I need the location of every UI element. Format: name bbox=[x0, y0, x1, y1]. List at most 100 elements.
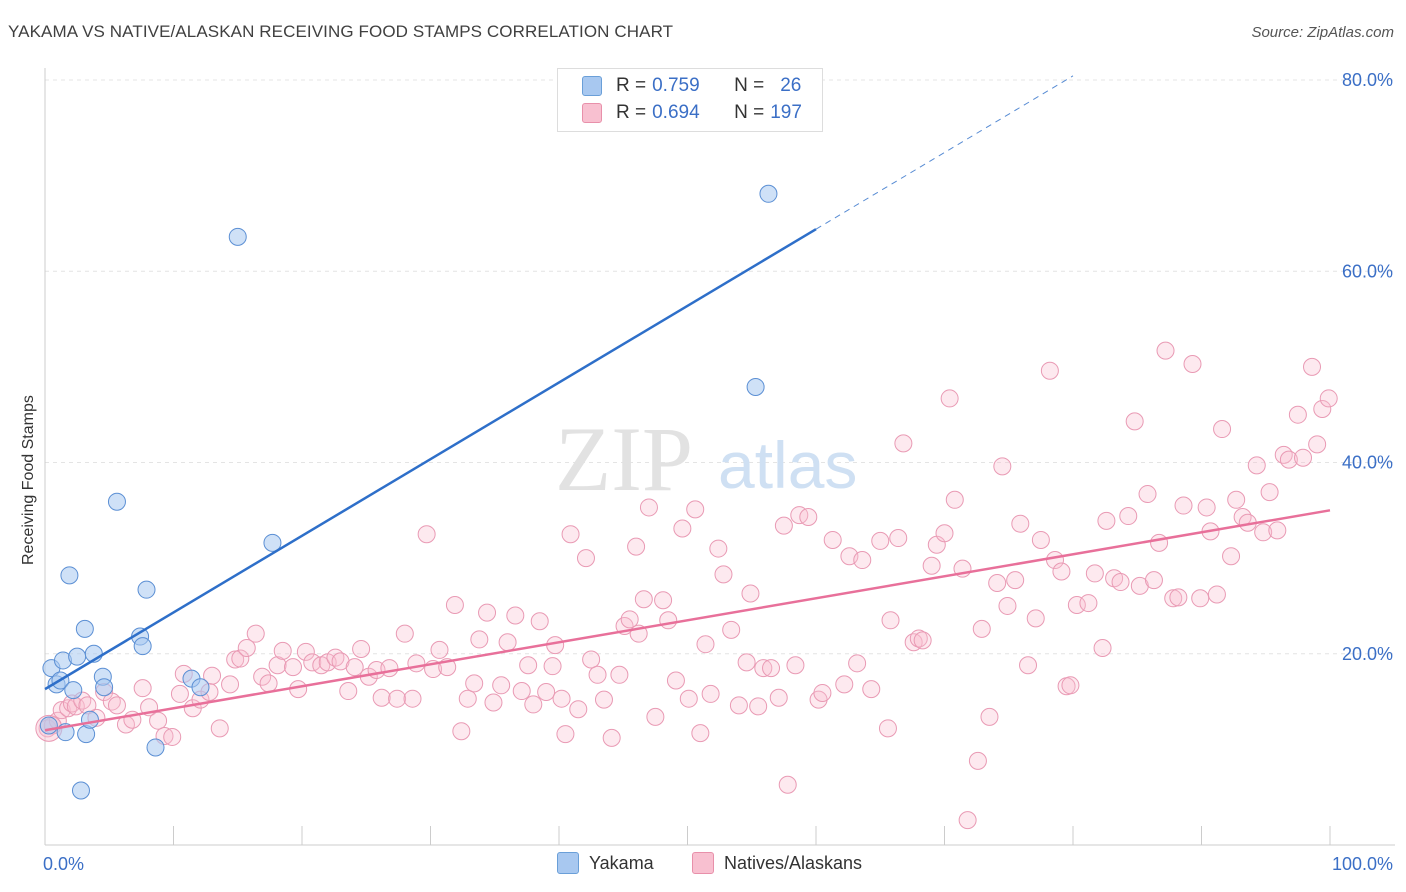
yakama-point bbox=[228, 227, 247, 246]
natives-point bbox=[679, 689, 698, 708]
natives-point bbox=[1119, 507, 1138, 526]
natives-point bbox=[673, 519, 692, 538]
yakama-swatch bbox=[582, 76, 602, 96]
natives-point bbox=[790, 506, 809, 525]
natives-point bbox=[470, 630, 489, 649]
natives-point bbox=[940, 389, 959, 408]
natives-point bbox=[492, 676, 511, 695]
natives-point bbox=[407, 654, 426, 673]
natives-point bbox=[972, 619, 991, 638]
natives-point bbox=[259, 674, 278, 693]
natives-swatch bbox=[692, 852, 714, 874]
natives-point bbox=[774, 516, 793, 535]
source-label: Source: ZipAtlas.com bbox=[1251, 24, 1394, 41]
natives-point bbox=[458, 689, 477, 708]
natives-point bbox=[237, 639, 256, 658]
natives-swatch bbox=[582, 103, 602, 123]
natives-point bbox=[737, 653, 756, 672]
yakama-point bbox=[68, 647, 87, 666]
natives-point bbox=[769, 688, 788, 707]
natives-point bbox=[686, 500, 705, 519]
natives-point bbox=[1183, 355, 1202, 374]
natives-point bbox=[1207, 585, 1226, 604]
natives-point bbox=[691, 724, 710, 743]
natives-point bbox=[1274, 445, 1293, 464]
natives-point bbox=[1085, 564, 1104, 583]
natives-point bbox=[881, 611, 900, 630]
natives-point bbox=[1052, 562, 1071, 581]
yakama-point bbox=[191, 678, 210, 697]
natives-point bbox=[1111, 573, 1130, 592]
natives-point bbox=[221, 675, 240, 694]
n-value: 197 bbox=[770, 102, 802, 123]
natives-point bbox=[253, 667, 272, 686]
yakama-point bbox=[60, 566, 79, 585]
natives-point bbox=[778, 775, 797, 794]
natives-point bbox=[210, 719, 229, 738]
natives-point bbox=[403, 689, 422, 708]
natives-point bbox=[853, 551, 872, 570]
natives-point bbox=[1254, 523, 1273, 542]
natives-point bbox=[762, 659, 781, 678]
natives-point bbox=[1268, 521, 1287, 540]
natives-point bbox=[452, 722, 471, 741]
natives-point bbox=[296, 642, 315, 661]
tick-labels: 20.0% 40.0% 60.0% 80.0% 0.0% 100.0% bbox=[43, 70, 1393, 874]
natives-points bbox=[35, 341, 1338, 830]
natives-point bbox=[417, 525, 436, 544]
natives-point bbox=[878, 719, 897, 738]
natives-point bbox=[701, 684, 720, 703]
natives-label: Natives/Alaskans bbox=[724, 852, 863, 873]
natives-point bbox=[1279, 450, 1298, 469]
natives-point bbox=[714, 565, 733, 584]
natives-point bbox=[537, 683, 556, 701]
natives-point bbox=[945, 490, 964, 509]
yakama-point bbox=[71, 781, 90, 800]
natives-point bbox=[799, 508, 818, 527]
natives-point bbox=[696, 635, 715, 654]
natives-point bbox=[741, 584, 760, 603]
yakama-point bbox=[80, 710, 99, 729]
yakama-point bbox=[137, 580, 156, 599]
natives-point bbox=[729, 696, 748, 715]
natives-point bbox=[1294, 448, 1313, 467]
natives-point bbox=[889, 529, 908, 548]
trend-lines bbox=[44, 75, 1331, 732]
natives-point bbox=[543, 657, 562, 676]
natives-point bbox=[813, 683, 832, 702]
stats-legend: R = 0.759 N = 26 R = 0.694 N = 197 bbox=[557, 68, 823, 132]
natives-point bbox=[388, 689, 407, 708]
natives-point bbox=[620, 610, 639, 629]
yakama-point bbox=[75, 619, 94, 638]
natives-point bbox=[988, 573, 1007, 592]
natives-point bbox=[339, 682, 358, 701]
watermark: ZIP atlas bbox=[555, 408, 857, 510]
natives-point bbox=[913, 631, 932, 650]
yakama-point bbox=[146, 738, 165, 757]
natives-point bbox=[754, 659, 773, 678]
natives-point bbox=[1150, 533, 1169, 552]
natives-point bbox=[646, 707, 665, 726]
natives-point bbox=[666, 671, 685, 690]
natives-point bbox=[1040, 361, 1059, 380]
watermark-zip: ZIP bbox=[555, 408, 693, 510]
yakama-point bbox=[759, 184, 778, 203]
natives-point bbox=[722, 620, 741, 639]
natives-point bbox=[1093, 639, 1112, 658]
n-label: N = bbox=[734, 102, 765, 123]
natives-point bbox=[993, 457, 1012, 476]
natives-point bbox=[835, 675, 854, 694]
natives-point bbox=[149, 711, 168, 730]
bottom-legend-natives: Natives/Alaskans bbox=[692, 852, 862, 874]
natives-point bbox=[871, 531, 890, 550]
natives-point bbox=[478, 603, 497, 622]
natives-point bbox=[980, 707, 999, 726]
natives-point bbox=[1097, 511, 1116, 530]
natives-point bbox=[1319, 389, 1338, 408]
natives-point bbox=[512, 682, 531, 701]
natives-point bbox=[1191, 589, 1210, 608]
natives-point bbox=[484, 693, 503, 712]
natives-point bbox=[862, 680, 881, 699]
natives-point bbox=[786, 656, 805, 675]
